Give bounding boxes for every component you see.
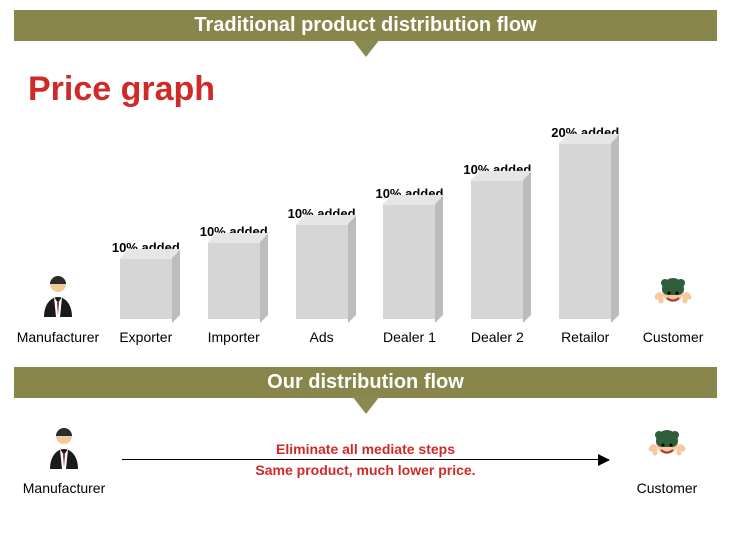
chart-slot: 10% added xyxy=(453,109,541,319)
flow-start-manufacturer: Manufacturer xyxy=(14,423,114,496)
flow-middle: Eliminate all mediate steps Same product… xyxy=(122,441,609,478)
eliminate-text: Eliminate all mediate steps xyxy=(276,441,455,457)
price-bar xyxy=(559,144,611,319)
down-arrow-wrap xyxy=(0,39,731,62)
x-axis-label: Exporter xyxy=(102,329,190,345)
x-axis-label: Dealer 2 xyxy=(453,329,541,345)
down-arrow-wrap-2 xyxy=(0,396,731,419)
chart-x-labels: ManufacturerExporterImporterAdsDealer 1D… xyxy=(14,329,717,345)
flow-arrow-line xyxy=(122,459,609,460)
x-axis-label: Dealer 1 xyxy=(366,329,454,345)
down-arrow-icon xyxy=(352,39,380,57)
traditional-flow-banner: Traditional product distribution flow xyxy=(14,10,717,41)
price-bar-chart: 10% added10% added10% added10% added10% … xyxy=(14,109,717,319)
chart-slot xyxy=(629,109,717,319)
price-bar xyxy=(208,243,260,319)
price-bar xyxy=(471,181,523,319)
our-flow-banner: Our distribution flow xyxy=(14,367,717,398)
manufacturer-label: Manufacturer xyxy=(23,480,105,496)
chart-slot: 10% added xyxy=(102,109,190,319)
our-distribution-flow: Manufacturer Eliminate all mediate steps… xyxy=(14,423,717,496)
customer-icon xyxy=(643,423,691,471)
down-arrow-icon xyxy=(352,396,380,414)
businessman-icon xyxy=(40,423,88,471)
x-axis-label: Importer xyxy=(190,329,278,345)
customer-icon xyxy=(649,271,697,319)
price-graph-title: Price graph xyxy=(28,70,731,109)
price-bar xyxy=(296,225,348,319)
chart-slot: 10% added xyxy=(278,109,366,319)
flow-end-customer: Customer xyxy=(617,423,717,496)
lower-price-text: Same product, much lower price. xyxy=(255,462,475,478)
businessman-icon xyxy=(34,271,82,319)
x-axis-label: Ads xyxy=(278,329,366,345)
chart-slot: 20% added xyxy=(541,109,629,319)
x-axis-label: Customer xyxy=(629,329,717,345)
chart-slot xyxy=(14,109,102,319)
customer-label: Customer xyxy=(637,480,698,496)
price-bar xyxy=(120,259,172,319)
x-axis-label: Retailor xyxy=(541,329,629,345)
price-bar xyxy=(383,205,435,319)
x-axis-label: Manufacturer xyxy=(14,329,102,345)
chart-slot: 10% added xyxy=(366,109,454,319)
chart-slot: 10% added xyxy=(190,109,278,319)
